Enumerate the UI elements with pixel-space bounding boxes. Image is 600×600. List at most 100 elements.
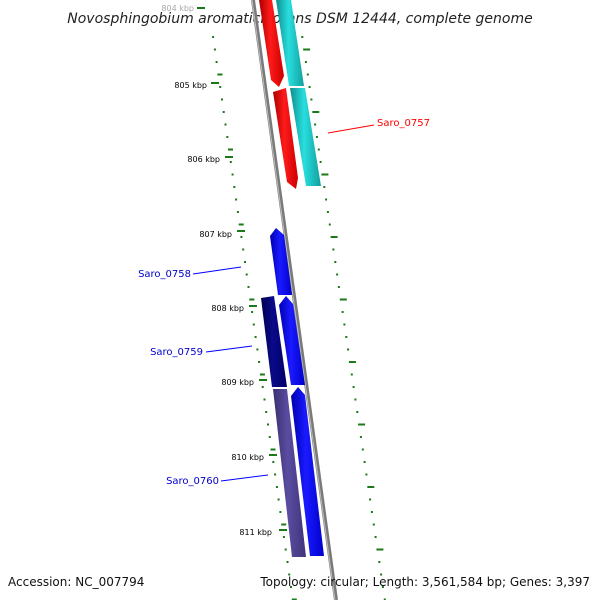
cds-feature-cyan[interactable]: [290, 88, 321, 186]
ruler-tick-label: 807 kbp: [199, 230, 232, 239]
gene-saro-0759[interactable]: [261, 296, 287, 387]
gc-dot: [330, 236, 338, 238]
gc-dot: [345, 336, 348, 338]
gc-dot: [245, 273, 248, 276]
gc-dot: [308, 86, 311, 88]
gc-dot: [235, 198, 238, 201]
gc-dot: [363, 461, 366, 463]
gc-dot: [290, 586, 292, 588]
ruler-tick-label: 809 kbp: [221, 378, 254, 387]
gc-dot: [323, 186, 326, 188]
gene-saro-0760[interactable]: [273, 389, 306, 557]
gc-dot: [231, 173, 234, 176]
gc-dot: [354, 398, 357, 401]
map-title: Novosphingobium aromaticivorans DSM 1244…: [67, 11, 532, 27]
gc-dot: [336, 273, 339, 276]
gc-content-track: [212, 36, 297, 600]
gc-dot: [380, 573, 383, 576]
gc-dot: [249, 298, 255, 301]
gc-dot: [284, 548, 287, 551]
gc-dot: [304, 61, 307, 63]
gc-dot: [236, 211, 239, 213]
reverse-strand-features: [261, 228, 324, 557]
gc-dot: [265, 411, 268, 413]
genome-backbone-highlight: [251, 0, 336, 600]
gc-dot: [240, 236, 243, 238]
cds-feature-blue[interactable]: [279, 296, 305, 385]
gc-dot: [367, 486, 375, 488]
gc-dot: [328, 223, 331, 226]
cds-feature-blue[interactable]: [291, 387, 324, 556]
gc-dot: [301, 36, 304, 38]
gc-dot: [224, 123, 227, 126]
gc-dot: [242, 248, 245, 251]
gc-dot: [259, 373, 265, 376]
gc-dot: [372, 523, 375, 526]
gc-dot: [228, 148, 233, 151]
leader-line: [192, 266, 242, 275]
gc-dot: [315, 136, 318, 138]
gc-dot: [268, 436, 271, 438]
gc-dot: [226, 136, 229, 138]
gc-dot: [252, 323, 255, 326]
gc-dot: [272, 461, 275, 463]
gc-dot: [319, 161, 322, 163]
gc-dot: [306, 73, 309, 76]
cds-feature-red[interactable]: [259, 0, 284, 87]
gc-dot: [238, 223, 244, 226]
gc-dot: [347, 348, 350, 351]
gene-label-saro-0759[interactable]: Saro_0759: [150, 347, 203, 358]
gc-dot: [370, 511, 373, 513]
gc-dot: [274, 473, 277, 476]
gc-dot: [233, 186, 236, 188]
gc-dot: [325, 198, 328, 201]
gc-dot: [217, 73, 223, 76]
gene-label-saro-0760[interactable]: Saro_0760: [166, 476, 219, 487]
gc-dot: [258, 361, 261, 363]
gc-dot: [279, 511, 282, 513]
ruler: 804 kbp 805 kbp 806 kbp 807 kbp 808 kbp …: [161, 4, 287, 537]
gc-dot: [288, 573, 291, 576]
gc-dot: [219, 86, 222, 88]
gene-label-saro-0758[interactable]: Saro_0758: [138, 269, 191, 280]
gc-dot: [341, 311, 344, 313]
gc-dot: [310, 98, 313, 101]
gc-dot: [378, 561, 381, 563]
gc-dot: [348, 361, 356, 363]
leader-line: [220, 474, 269, 482]
gc-dot: [215, 61, 218, 63]
gc-dot: [352, 386, 355, 388]
gc-dot: [326, 211, 329, 213]
gc-dot: [312, 111, 320, 113]
gc-dot: [221, 98, 223, 101]
ruler-tick-label: 808 kbp: [211, 304, 244, 313]
cds-feature-cyan[interactable]: [276, 0, 304, 86]
genome-backbone: [251, 0, 338, 600]
gc-dot: [334, 261, 337, 263]
gc-dot: [286, 561, 289, 563]
gc-dot: [374, 536, 377, 538]
gc-dot: [317, 148, 320, 151]
genome-stats: Topology: circular; Length: 3,561,584 bp…: [259, 575, 590, 589]
gc-dot: [383, 598, 386, 600]
gc-dot: [350, 373, 353, 376]
gc-dot: [261, 386, 264, 388]
leader-line: [205, 345, 253, 353]
gc-dot: [282, 536, 285, 538]
gc-dot: [369, 498, 372, 501]
gene-saro-0758[interactable]: [270, 228, 292, 295]
gc-dot: [244, 261, 246, 263]
gc-dot: [275, 486, 278, 488]
gc-dot: [376, 548, 384, 551]
gc-dot: [254, 336, 257, 338]
ruler-tick-label: 811 kbp: [239, 528, 272, 537]
gene-saro-0757[interactable]: [273, 88, 298, 189]
gc-dot: [321, 173, 329, 176]
gc-dot: [314, 123, 317, 126]
gc-dot: [229, 161, 232, 163]
ruler-tick-label: 805 kbp: [174, 81, 207, 90]
gc-dot: [361, 448, 364, 451]
gene-label-saro-0757[interactable]: Saro_0757: [377, 118, 430, 129]
